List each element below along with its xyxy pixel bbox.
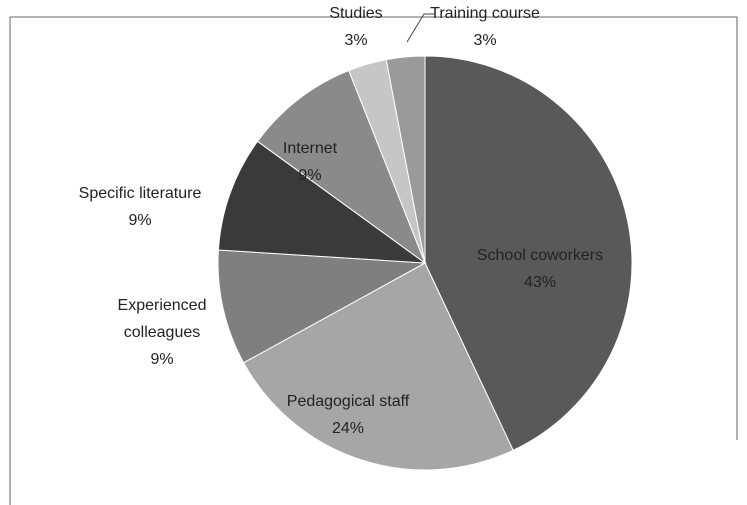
slice-label: Training course 3% xyxy=(430,0,540,54)
value-label: 43% xyxy=(523,274,557,291)
category-label: School coworkers xyxy=(476,247,604,264)
value-label: 3% xyxy=(473,32,497,49)
value-label: 3% xyxy=(344,32,368,49)
pie-slice xyxy=(242,262,514,471)
pie-slice xyxy=(385,55,426,264)
slice-label: Experienced colleagues 9% xyxy=(107,292,217,373)
slice-label: Specific literature 9% xyxy=(79,180,202,234)
pie-slice xyxy=(256,69,427,265)
slice-label: Pedagogical staff 24% xyxy=(287,388,409,442)
pie-slice xyxy=(217,249,427,364)
value-label: 9% xyxy=(150,351,174,368)
value-label: 9% xyxy=(128,212,152,229)
category-label: Specific literature xyxy=(78,185,202,202)
value-label: 24% xyxy=(331,420,365,437)
pie xyxy=(217,55,633,471)
category-label: Training course xyxy=(430,5,540,22)
leader-line xyxy=(406,13,434,43)
pie-slice xyxy=(217,140,427,264)
slice-label: Studies 3% xyxy=(329,0,382,54)
category-label: Experienced colleagues xyxy=(117,297,207,341)
category-label: Pedagogical staff xyxy=(286,393,410,410)
category-label: Internet xyxy=(282,140,338,157)
value-label: 9% xyxy=(298,167,322,184)
slice-label: School coworkers 43% xyxy=(477,242,603,296)
category-label: Studies xyxy=(329,5,383,22)
pie-slice xyxy=(424,55,633,451)
slice-label: Internet 9% xyxy=(283,135,337,189)
